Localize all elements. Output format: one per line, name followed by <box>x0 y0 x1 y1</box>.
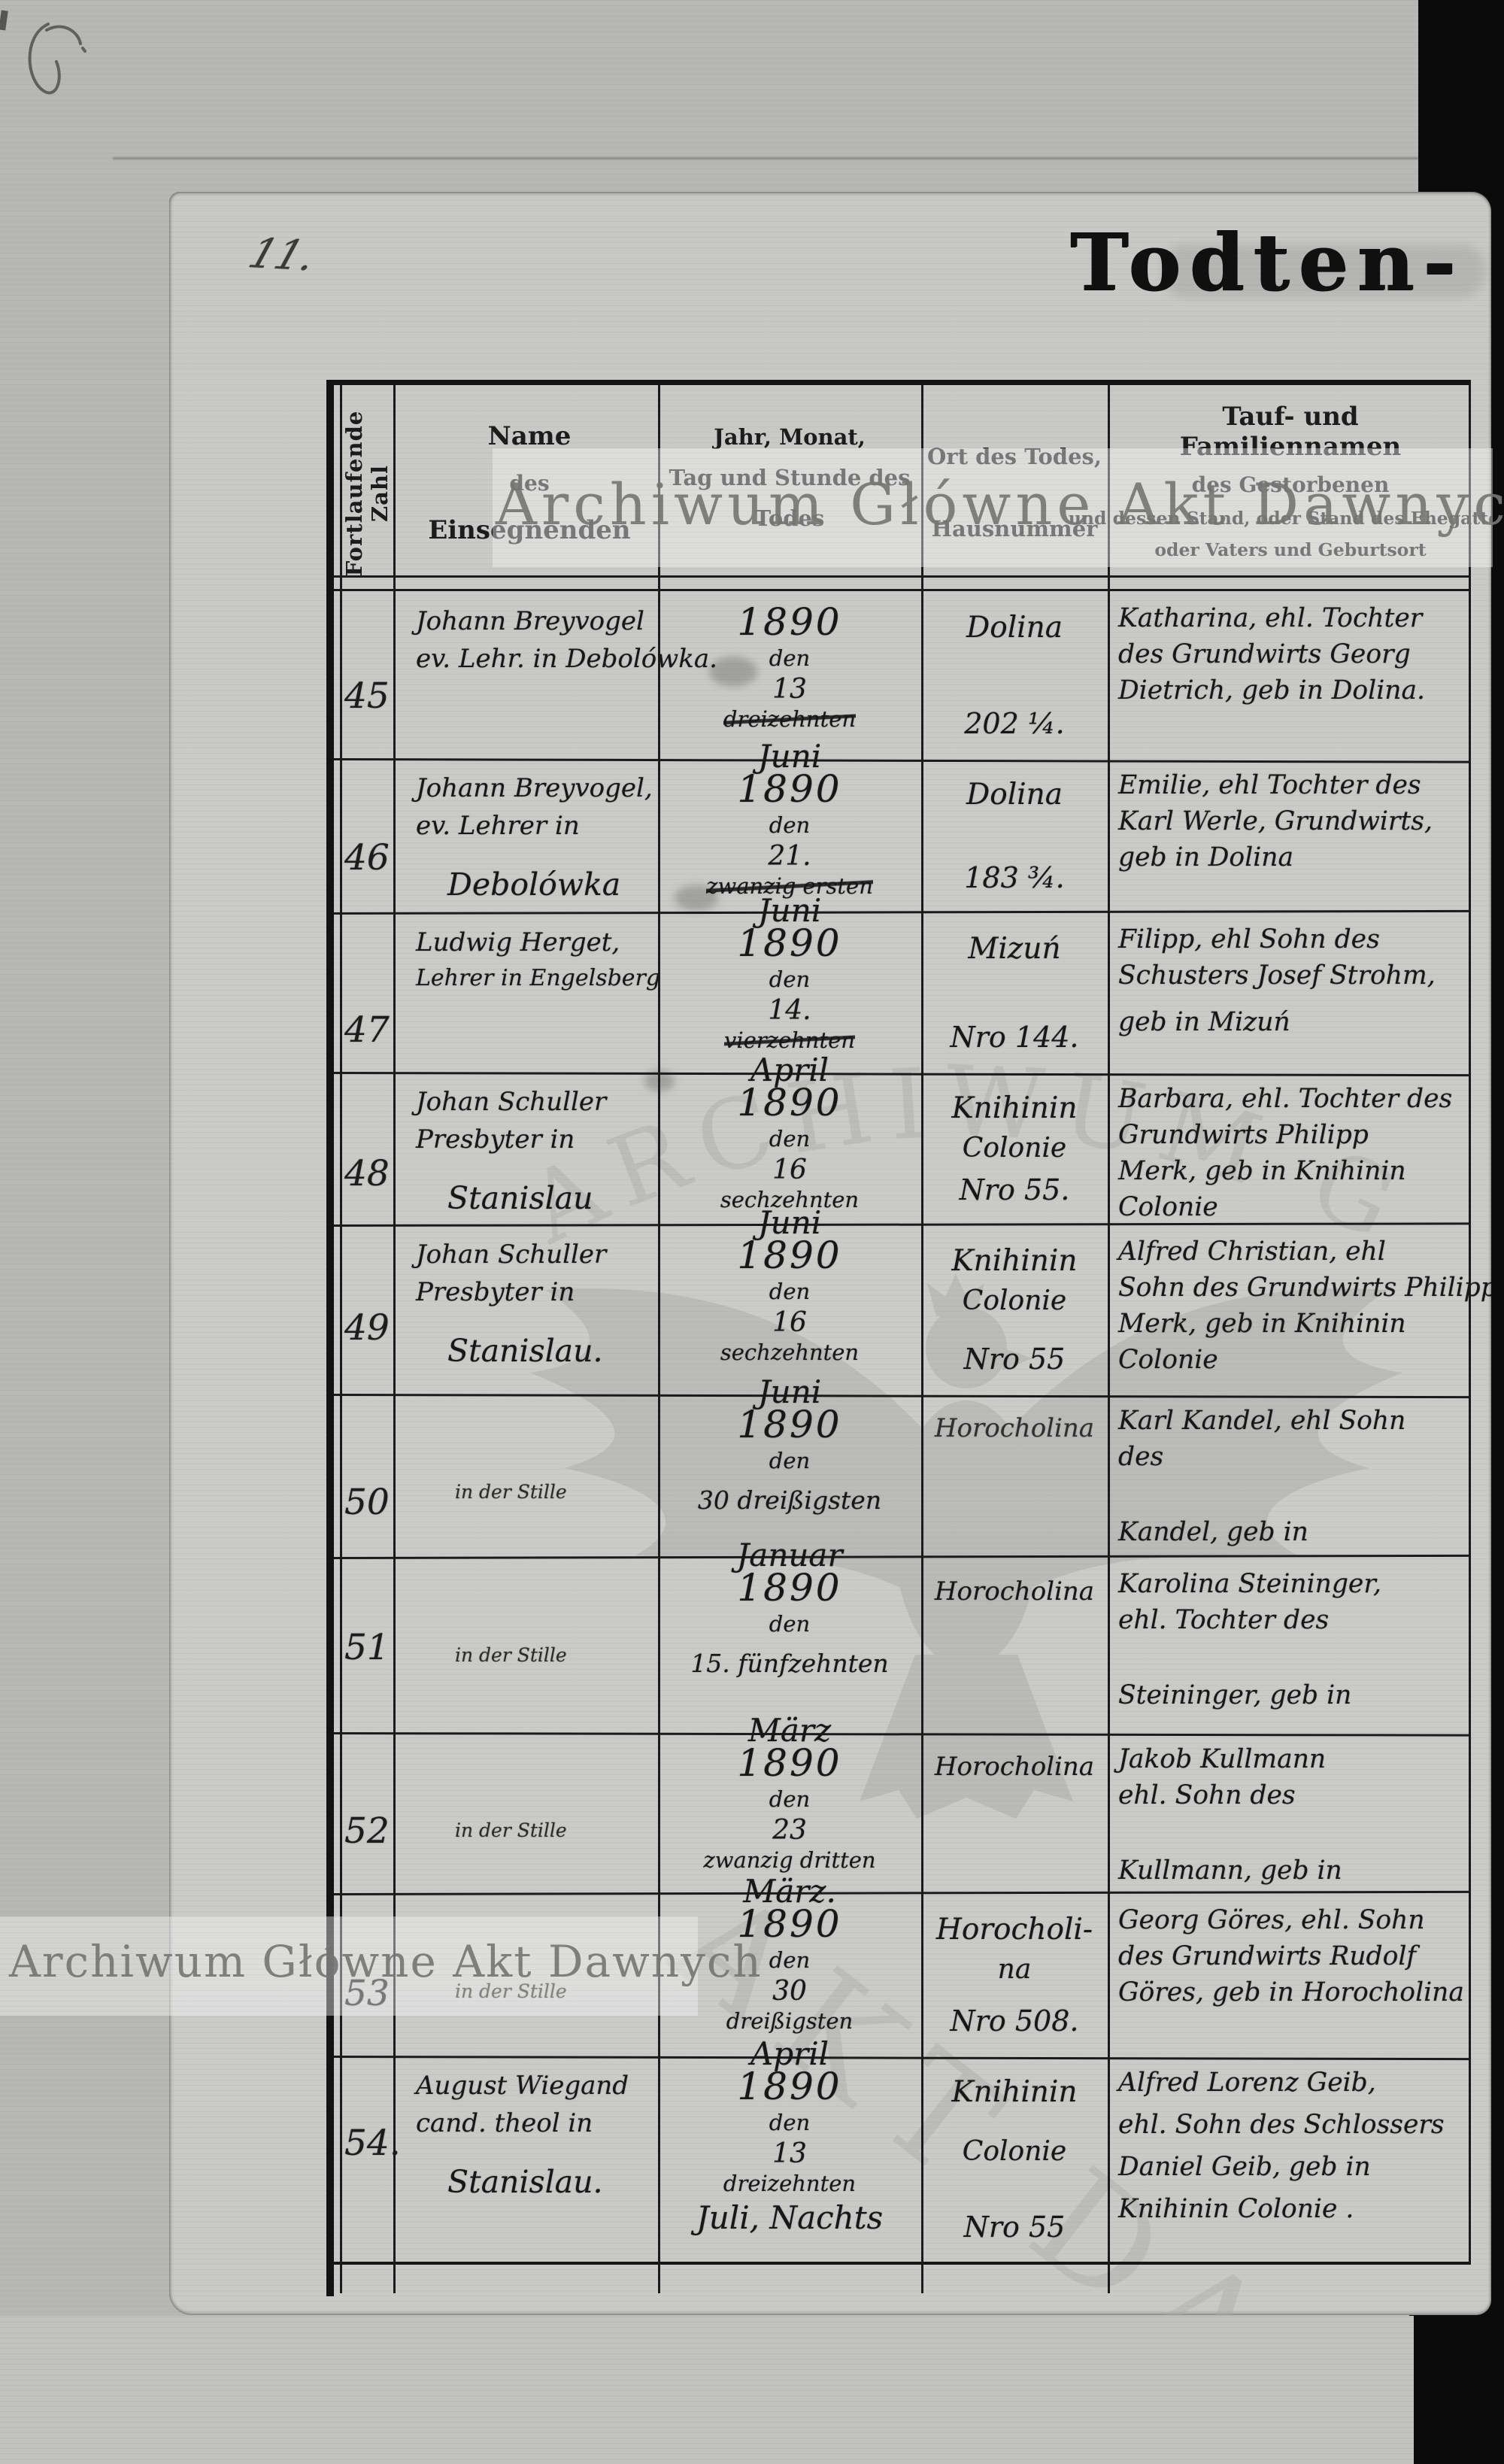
table-row: 48 Johan Schuller Presbyter in Stanislau… <box>334 1072 1469 1241</box>
table-line <box>393 2262 396 2293</box>
death-place-cell: Knihinin Colonie Nro 55 <box>951 2075 1078 2244</box>
table-line <box>340 385 342 2262</box>
deceased-cell: Barbara, ehl. Tochter des Grundwirts Phi… <box>1118 1084 1453 1222</box>
death-date-cell: 1890 den 30 dreißigsten April <box>726 1902 854 2072</box>
table-row: 46 Johann Breyvogel, ev. Lehrer in Debol… <box>334 758 1469 929</box>
register-table: Fortlaufende Zahl Name des Einsegnenden … <box>326 380 1491 2296</box>
table-row: 52 in der Stille 1890 den 23 zwanzig dri… <box>334 1732 1469 1910</box>
einsegnender-cell: in der Stille <box>455 1819 567 1841</box>
table-line <box>393 385 396 2262</box>
folio-number: 11. <box>243 229 323 281</box>
table-line <box>340 2262 342 2293</box>
deceased-cell: Karl Kandel, ehl Sohn des Kandel, geb in <box>1118 1406 1406 1547</box>
table-row: 50 in der Stille 1890 den 30 dreißigsten… <box>334 1394 1469 1573</box>
deceased-cell: Georg Göres, ehl. Sohn des Grundwirts Ru… <box>1118 1905 1464 2007</box>
death-place-cell: Horocholina <box>934 1576 1095 1607</box>
death-place-cell: Horocholina <box>934 1413 1095 1443</box>
scanner-background-band-bottom <box>1409 2303 1504 2464</box>
table-row: 51 in der Stille 1890 den 15. fünfzehnte… <box>334 1557 1469 1749</box>
table-row: 49 Johan Schuller Presbyter in Stanislau… <box>334 1224 1491 1410</box>
header-tauf-familiennamen: Tauf- und Familiennamen des Gestorbenen … <box>1068 402 1491 560</box>
entry-number: 46 <box>344 837 390 878</box>
register-sheet: 11. Todten- ARCHIWUM GŁÓWNE <box>169 192 1491 2315</box>
deceased-cell: Katharina, ehl. Tochter des Grundwirts G… <box>1118 603 1426 706</box>
header-todes-datum: Jahr, Monat, Tag und Stunde des Todes <box>669 424 911 531</box>
header-fortlaufende-zahl: Fortlaufende Zahl <box>341 410 393 577</box>
entry-number: 47 <box>344 1009 390 1051</box>
table-line <box>334 575 1469 578</box>
table-line <box>921 2262 923 2293</box>
page-title: Todten- <box>1069 216 1465 308</box>
death-place-cell: Horocholi- na Nro 508. <box>935 1913 1093 2038</box>
table-row: 53 in der Stille 1890 den 30 dreißigsten… <box>334 1893 1469 2072</box>
table-header: Fortlaufende Zahl Name des Einsegnenden … <box>334 385 1491 576</box>
deceased-cell: Alfred Lorenz Geib, ehl. Sohn des Schlos… <box>1118 2068 1445 2224</box>
deceased-cell: Jakob Kullmann ehl. Sohn des Kullmann, g… <box>1118 1744 1342 1886</box>
table-line <box>1108 2262 1110 2293</box>
death-date-cell: 1890 den 16 sechzehnten Juni <box>720 1081 860 1241</box>
deceased-cell: Karolina Steininger, ehl. Tochter des St… <box>1118 1569 1382 1710</box>
einsegnender-cell: Johann Breyvogel, ev. Lehrer in Debolówk… <box>416 773 653 903</box>
einsegnender-cell: Ludwig Herget, Lehrer in Engelsberg <box>416 927 661 991</box>
death-place-cell: Dolina 183 ¾. <box>964 778 1065 894</box>
entry-number: 48 <box>344 1153 390 1194</box>
entry-number: 54. <box>344 2123 401 2164</box>
archive-eagle-watermark: ARCHIWUM GŁÓWNE AKT DAWNYCH <box>417 790 1470 2315</box>
death-date-cell: 1890 den 14. vierzehnten April <box>724 921 855 1088</box>
death-date-cell: 1890 den 23 zwanzig dritten März. <box>703 1741 876 1910</box>
table-row: 54. August Wiegand cand. theol in Stanis… <box>334 2056 1469 2262</box>
death-date-cell: 1890 den 30 dreißigsten Januar <box>697 1403 882 1573</box>
scan-edge-mark <box>0 10 8 31</box>
death-date-cell: 1890 den 13 dreizehnten Juni <box>723 600 857 775</box>
death-place-cell: Dolina 202 ¼. <box>964 611 1065 740</box>
death-place-cell: Knihinin Colonie Nro 55. <box>951 1091 1078 1206</box>
table-frame <box>326 380 1471 2265</box>
entry-number: 50 <box>344 1482 390 1523</box>
entry-number: 51 <box>344 1627 390 1668</box>
einsegnender-cell: in der Stille <box>455 1980 567 2002</box>
header-name-einsegnenden: Name des Einsegnenden <box>428 421 631 545</box>
death-date-cell: 1890 den 16 sechzehnten Juni <box>720 1234 860 1410</box>
einsegnender-cell: Johann Breyvogel ev. Lehr. in Debolówka. <box>416 606 717 674</box>
table-line <box>334 589 1469 591</box>
death-date-cell: 1890 den 21. zwanzig ersten Juni <box>706 767 873 929</box>
handwritten-margin-mark <box>28 23 86 95</box>
deceased-cell: Filipp, ehl Sohn des Schusters Josef Str… <box>1118 924 1436 1037</box>
deceased-cell: Alfred Christian, ehl Sohn des Grundwirt… <box>1118 1237 1491 1375</box>
entry-number: 49 <box>344 1307 390 1349</box>
einsegnender-cell: Johan Schuller Presbyter in Stanislau <box>416 1087 607 1216</box>
archive-watermark-text: Archiwum Główne Akt Dawnych <box>496 471 1504 538</box>
table-row: 45 Johann Breyvogel ev. Lehr. in Debolów… <box>334 591 1469 775</box>
table-line <box>658 385 660 2262</box>
death-date-cell: 1890 den 15. fünfzehnten März <box>690 1566 889 1749</box>
header-ort-des-todes: Ort des Todes, Hausnummer <box>927 444 1102 542</box>
deceased-cell: Emilie, ehl Tochter des Karl Werle, Grun… <box>1118 770 1433 872</box>
death-place-cell: Knihinin Colonie Nro 55 <box>951 1244 1078 1376</box>
death-place-cell: Horocholina <box>934 1752 1095 1782</box>
table-line <box>658 2262 660 2293</box>
table-row: 47 Ludwig Herget, Lehrer in Engelsberg 1… <box>334 912 1469 1088</box>
entry-number: 45 <box>344 675 390 717</box>
einsegnender-cell: in der Stille <box>455 1481 567 1503</box>
table-line <box>1108 385 1110 2262</box>
under-sheet <box>0 2316 1414 2464</box>
entry-number: 52 <box>344 1810 390 1852</box>
einsegnender-cell: in der Stille <box>455 1644 567 1666</box>
einsegnender-cell: Johan Schuller Presbyter in Stanislau. <box>416 1240 607 1369</box>
archive-watermark-band: Archiwum Główne Akt Dawnych <box>0 1916 761 2016</box>
einsegnender-cell: August Wiegand cand. theol in Stanislau. <box>416 2071 629 2200</box>
death-date-cell: 1890 den 13 dreizehnten Juli, Nachts <box>696 2065 884 2236</box>
print-through-ghost <box>1162 244 1485 297</box>
ink-smudge <box>709 657 757 687</box>
death-place-cell: Mizuń Nro 144. <box>950 932 1079 1054</box>
archive-watermark-band: Archiwum Główne Akt Dawnych <box>493 448 1504 567</box>
archive-watermark-text: Archiwum Główne Akt Dawnych <box>9 1936 763 1987</box>
table-line <box>921 385 923 2262</box>
table-line <box>326 2262 334 2296</box>
entry-number: 53 <box>344 1973 390 2014</box>
under-sheet-edge <box>113 157 1418 159</box>
